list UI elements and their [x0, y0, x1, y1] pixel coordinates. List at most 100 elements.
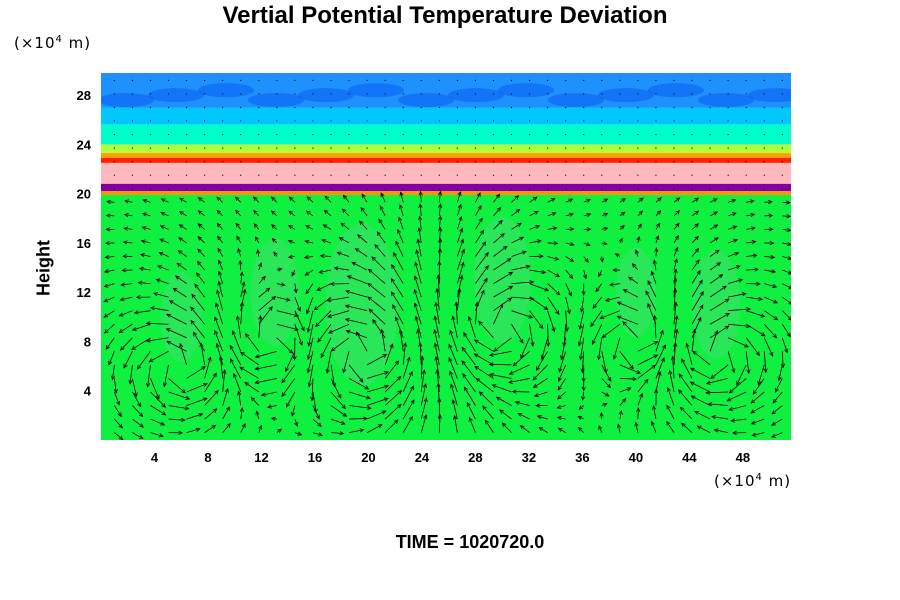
vector-head: [344, 304, 350, 309]
velocity-vector: [601, 212, 608, 217]
vector-head: [103, 298, 109, 303]
velocity-vector: [271, 224, 278, 230]
velocity-vector: [778, 364, 783, 381]
vector-dot: [727, 174, 729, 176]
velocity-vector: [637, 223, 642, 230]
vector-dot: [528, 147, 531, 149]
vector-head: [438, 215, 443, 220]
velocity-vector: [294, 432, 302, 436]
vector-dot: [528, 133, 531, 136]
velocity-vector: [119, 310, 133, 317]
vector-head: [291, 271, 296, 277]
vector-head: [359, 378, 364, 383]
vector-head: [305, 225, 310, 230]
velocity-vector: [706, 378, 729, 384]
vector-head: [459, 274, 464, 280]
velocity-vector: [655, 248, 657, 257]
vector-head: [448, 343, 453, 349]
vector-dot: [637, 93, 639, 95]
velocity-vector: [330, 364, 336, 387]
velocity-vector: [356, 331, 368, 352]
vector-head: [508, 370, 514, 375]
velocity-vector: [258, 262, 262, 271]
vector-head: [190, 319, 195, 325]
vector-dot: [330, 106, 332, 109]
vector-head: [271, 237, 277, 243]
velocity-vector: [371, 256, 386, 271]
velocity-vector: [592, 296, 603, 309]
vector-dot: [583, 161, 585, 163]
velocity-vector: [529, 210, 539, 217]
velocity-vector: [709, 298, 729, 312]
vector-dot: [167, 106, 170, 109]
vector-head: [118, 328, 124, 334]
velocity-vector: [692, 350, 711, 366]
vector-head: [751, 432, 757, 437]
velocity-vector: [493, 303, 503, 325]
vector-head: [480, 289, 485, 295]
velocity-vector: [709, 285, 727, 298]
velocity-vector: [311, 378, 314, 401]
velocity-vector: [619, 351, 634, 370]
velocity-vector: [529, 196, 538, 203]
vector-dot: [149, 79, 152, 81]
vector-head: [306, 309, 310, 315]
vector-head: [254, 354, 260, 359]
vector-dot: [510, 174, 513, 176]
vector-dot: [113, 188, 115, 190]
vector-head: [666, 420, 671, 426]
vector-head: [675, 222, 680, 228]
velocity-vector: [456, 249, 465, 271]
vector-head: [477, 204, 482, 210]
velocity-vector: [372, 319, 386, 339]
velocity-vector: [655, 235, 659, 244]
vector-head: [244, 381, 250, 387]
vector-head: [256, 248, 261, 254]
vector-head: [155, 278, 161, 283]
vector-head: [452, 414, 458, 420]
vector-head: [694, 197, 700, 202]
velocity-vector: [511, 281, 534, 284]
vector-dot: [492, 106, 495, 109]
vector-dot: [131, 174, 134, 176]
velocity-vector: [160, 225, 169, 230]
vector-head: [288, 349, 294, 354]
vector-head: [581, 386, 586, 392]
vector-head: [694, 235, 700, 241]
vector-head: [122, 240, 128, 245]
vector-head: [438, 203, 443, 208]
velocity-vector: [119, 323, 133, 333]
vector-dot: [276, 106, 278, 109]
vector-dot: [492, 120, 495, 122]
vector-dot: [185, 79, 188, 81]
vector-head: [307, 382, 312, 388]
vector-dot: [637, 79, 639, 81]
vector-head: [728, 407, 734, 412]
vector-head: [137, 280, 143, 285]
vector-head: [514, 195, 520, 200]
velocity-vector: [294, 283, 297, 293]
vector-head: [784, 348, 789, 354]
vector-dot: [366, 93, 368, 95]
vector-head: [533, 393, 539, 398]
vector-head: [384, 384, 390, 389]
vector-head: [450, 383, 455, 389]
vector-head: [697, 316, 702, 322]
vector-dot: [709, 120, 711, 122]
velocity-vector: [745, 323, 766, 337]
vector-head: [148, 358, 154, 363]
vector-dot: [583, 106, 585, 109]
velocity-vector: [782, 310, 791, 321]
vector-dot: [384, 133, 386, 136]
velocity-vector: [395, 317, 404, 338]
vector-head: [525, 264, 531, 269]
vector-head: [113, 388, 118, 394]
vector-dot: [240, 174, 242, 176]
vector-dot: [149, 106, 152, 109]
velocity-vector: [764, 283, 777, 288]
velocity-vector: [305, 225, 314, 230]
velocity-vector: [598, 425, 603, 433]
velocity-vector: [390, 278, 404, 298]
velocity-vector: [330, 378, 342, 399]
